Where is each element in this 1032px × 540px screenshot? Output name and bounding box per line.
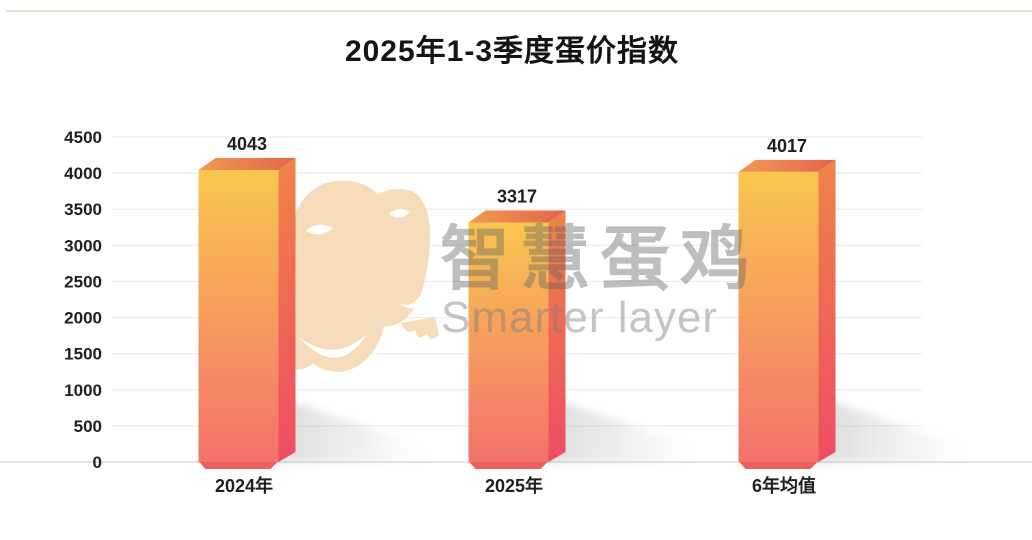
bar-shadow (814, 396, 965, 462)
x-axis-label: 6年均值 (752, 475, 816, 496)
y-tick-label: 1500 (64, 345, 102, 364)
y-tick-label: 3500 (64, 200, 102, 219)
bar-2024年 (198, 158, 296, 469)
bar-shadow (274, 396, 425, 462)
watermark-en-text: Smarter layer (441, 293, 719, 342)
x-axis-label: 2025年 (485, 475, 543, 496)
y-tick-label: 3000 (64, 236, 102, 255)
y-tick-label: 2000 (64, 309, 102, 328)
chart-title: 2025年1-3季度蛋价指数 (344, 35, 680, 68)
bar-6年均值 (738, 159, 836, 469)
chicken-heads-icon (284, 180, 439, 372)
y-tick-label: 1000 (64, 381, 102, 400)
top-divider-line (6, 10, 1032, 12)
watermark-cn-text: 智慧蛋鸡 (440, 220, 760, 298)
x-axis-label: 2024年 (215, 475, 273, 496)
bar-2025年 (468, 210, 566, 469)
bar-value-label: 4043 (227, 134, 267, 154)
bar-shadow (544, 396, 695, 462)
y-tick-label: 4000 (64, 164, 102, 183)
bar-value-label: 4017 (767, 136, 807, 156)
y-tick-label: 4500 (64, 128, 102, 147)
y-tick-label: 0 (93, 453, 102, 472)
bar-value-label: 3317 (497, 186, 537, 206)
y-tick-label: 500 (74, 417, 102, 436)
y-tick-label: 2500 (64, 272, 102, 291)
